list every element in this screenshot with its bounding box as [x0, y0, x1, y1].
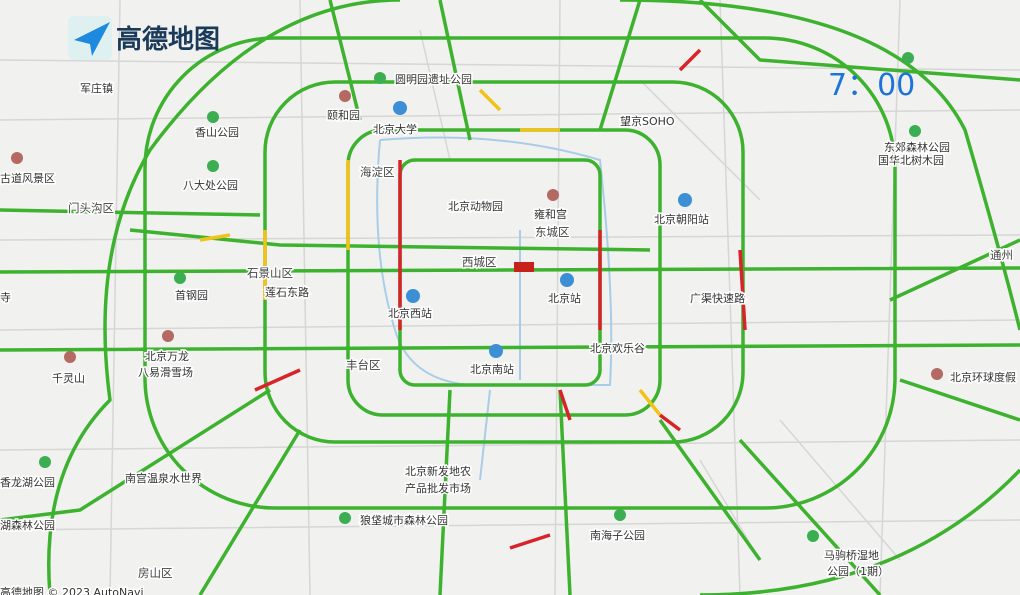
place-label: 圆明园遗址公园 [395, 72, 472, 86]
place-label: 北京站 [548, 291, 581, 305]
place-label: 石景山区 [247, 266, 293, 280]
place-label: 产品批发市场 [405, 481, 471, 495]
place-label: 雍和宫 [534, 207, 567, 221]
place-label: 狼垡城市森林公园 [360, 513, 448, 527]
place-label: 莲石东路 [265, 286, 309, 299]
rail-lines [376, 136, 613, 481]
place-label: 北京环球度假 [950, 370, 1016, 384]
place-label: 通州 [990, 248, 1013, 262]
place-label: 军庄镇 [80, 81, 113, 95]
place-label: 寺 [0, 291, 11, 304]
logo-text: 高德地图 [116, 24, 220, 55]
place-label: 北京万龙 [145, 349, 189, 363]
place-label: 颐和园 [327, 109, 360, 122]
logo: 高德地图 [68, 16, 220, 60]
place-label: 房山区 [138, 566, 173, 580]
place-label: 北京南站 [470, 362, 514, 376]
place-label: 古道风景区 [0, 171, 55, 185]
place-label: 国华北树木园 [878, 153, 944, 167]
place-label: 北京新发地农 [405, 464, 471, 478]
place-label: 千灵山 [52, 372, 85, 385]
place-label: 北京动物园 [448, 199, 503, 213]
place-labels: 军庄镇 颐和园 圆明园遗址公园 北京大学 望京SOHO 香山公园 古道风景区 海… [0, 71, 1018, 595]
place-label: 广渠快速路 [690, 292, 745, 305]
place-label: 望京SOHO [620, 114, 675, 128]
place-label: 南宫温泉水世界 [125, 471, 202, 485]
place-label: 香龙湖公园 [0, 476, 55, 489]
place-label: 香山公园 [195, 126, 239, 139]
place-label: 北京西站 [388, 306, 432, 320]
place-label: 马驹桥湿地 [824, 548, 879, 562]
place-label: 东城区 [535, 225, 570, 239]
place-label: 西城区 [462, 255, 497, 269]
place-label: 八大处公园 [183, 178, 238, 192]
place-label: 丰台区 [346, 358, 381, 372]
place-label: 八易滑雪场 [138, 365, 193, 379]
place-label: 南海子公园 [590, 528, 645, 542]
place-label: 公园（1期） [827, 565, 889, 578]
place-label: 高德地图 © 2023 AutoNavi [0, 585, 144, 595]
place-label: 东郊森林公园 [884, 140, 950, 154]
place-label: 湖森林公园 [0, 518, 55, 532]
place-label: 门头沟区 [68, 201, 114, 215]
place-label: 北京大学 [373, 122, 417, 136]
place-label: 北京欢乐谷 [590, 341, 645, 355]
place-label: 海淀区 [360, 165, 395, 179]
place-label: 首钢园 [175, 288, 208, 302]
time: 7：00 [828, 68, 915, 103]
pois [11, 52, 943, 542]
place-label: 北京朝阳站 [654, 212, 709, 226]
